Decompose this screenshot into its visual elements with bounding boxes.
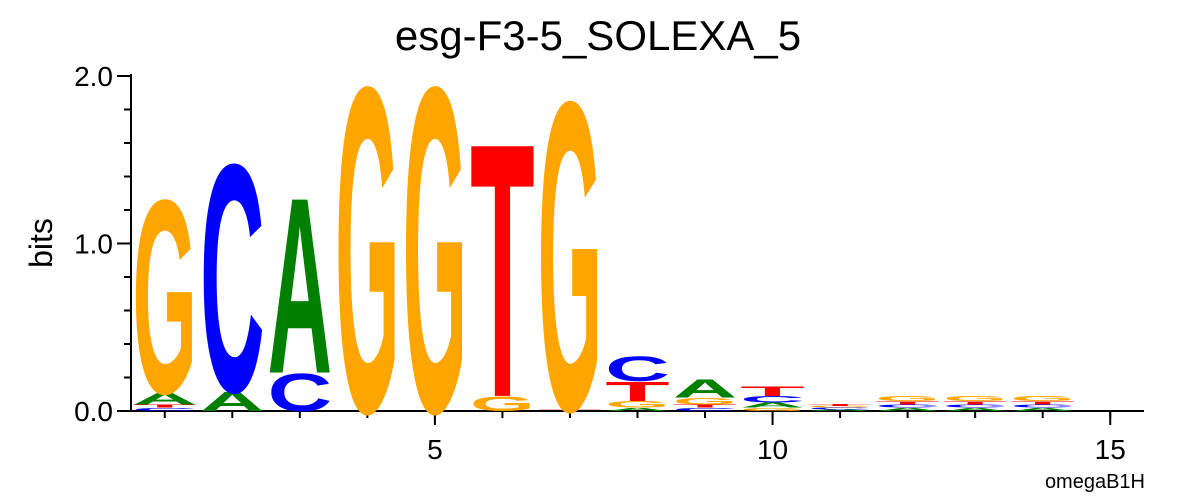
logo-letter: C: [605, 349, 670, 388]
logo-letter: T: [133, 403, 198, 408]
logo-letter: A: [875, 407, 940, 412]
logo-letter: G: [943, 395, 1008, 403]
logo-letter: T: [943, 400, 1008, 405]
logo-letter: A: [200, 386, 265, 417]
logo-letter: A: [808, 409, 873, 412]
logo-letter: G: [133, 142, 198, 452]
logo-letter: G: [403, 0, 468, 496]
logo-letter: G: [470, 392, 535, 415]
x-tick-label: 10: [757, 434, 788, 465]
logo-letter: G: [740, 407, 805, 412]
y-axis-label: bits: [23, 218, 59, 268]
logo-letter: T: [875, 400, 940, 405]
logo-letter: G: [673, 396, 738, 406]
logo-letter: A: [268, 145, 333, 426]
logo-letter: G: [335, 0, 400, 496]
logo-letter: T: [605, 376, 670, 407]
y-tick-label: 0.0: [74, 396, 113, 427]
y-tick-label: 2.0: [74, 61, 113, 92]
logo-letter: C: [133, 407, 198, 412]
logo-letter: C: [200, 97, 265, 461]
logo-letter: A: [673, 374, 738, 403]
logo-letter: T: [538, 409, 603, 412]
logo-letter: C: [673, 407, 738, 412]
logo-letter: G: [1010, 395, 1075, 403]
logo-letter: T: [808, 404, 873, 407]
x-tick-label: 5: [427, 434, 443, 465]
x-tick-label: 15: [1095, 434, 1126, 465]
note: omegaB1H: [1045, 471, 1145, 493]
y-tick-label: 1.0: [74, 229, 113, 260]
logo-letter: C: [268, 362, 333, 422]
logo-letter: C: [875, 403, 940, 408]
logo-letter: A: [605, 407, 670, 412]
chart-title: esg-F3-5_SOLEXA_5: [395, 12, 801, 59]
logo-letter: A: [943, 407, 1008, 412]
logo-letter: G: [808, 406, 873, 409]
logo-letter: G: [538, 11, 603, 496]
logo-letter: T: [740, 384, 805, 399]
logo-letter: A: [740, 401, 805, 409]
logo-letter: C: [808, 407, 873, 410]
logo-letter: T: [470, 68, 535, 473]
logo-letter: T: [1010, 400, 1075, 405]
logo-letter: G: [875, 395, 940, 403]
logo-letter: G: [605, 399, 670, 409]
logo-letter: C: [740, 394, 805, 404]
logo-letter: A: [1010, 407, 1075, 412]
logo-letter: A: [133, 390, 198, 408]
logo-letter: T: [673, 403, 738, 408]
logo-letter: C: [943, 403, 1008, 408]
logo-letter: C: [1010, 403, 1075, 408]
